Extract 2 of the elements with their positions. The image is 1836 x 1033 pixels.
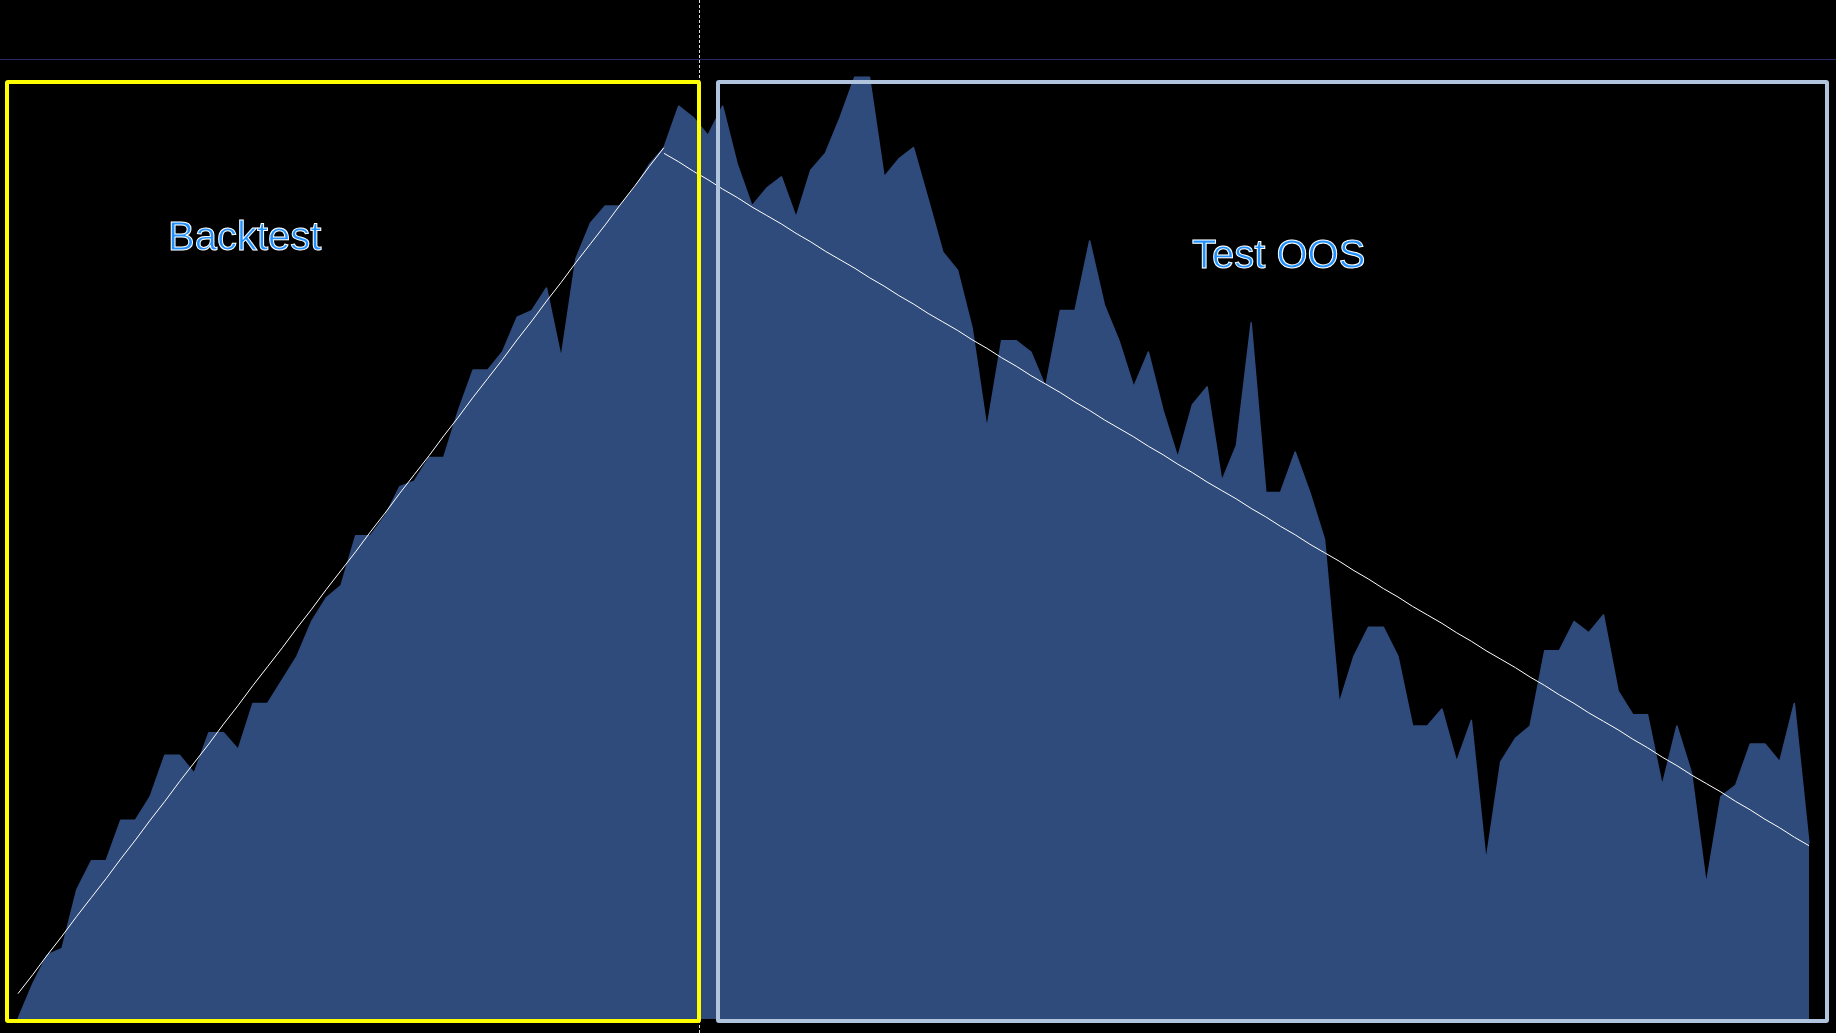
annotation: Test OOS bbox=[1192, 232, 1366, 277]
annotation: Backtest bbox=[168, 214, 322, 259]
